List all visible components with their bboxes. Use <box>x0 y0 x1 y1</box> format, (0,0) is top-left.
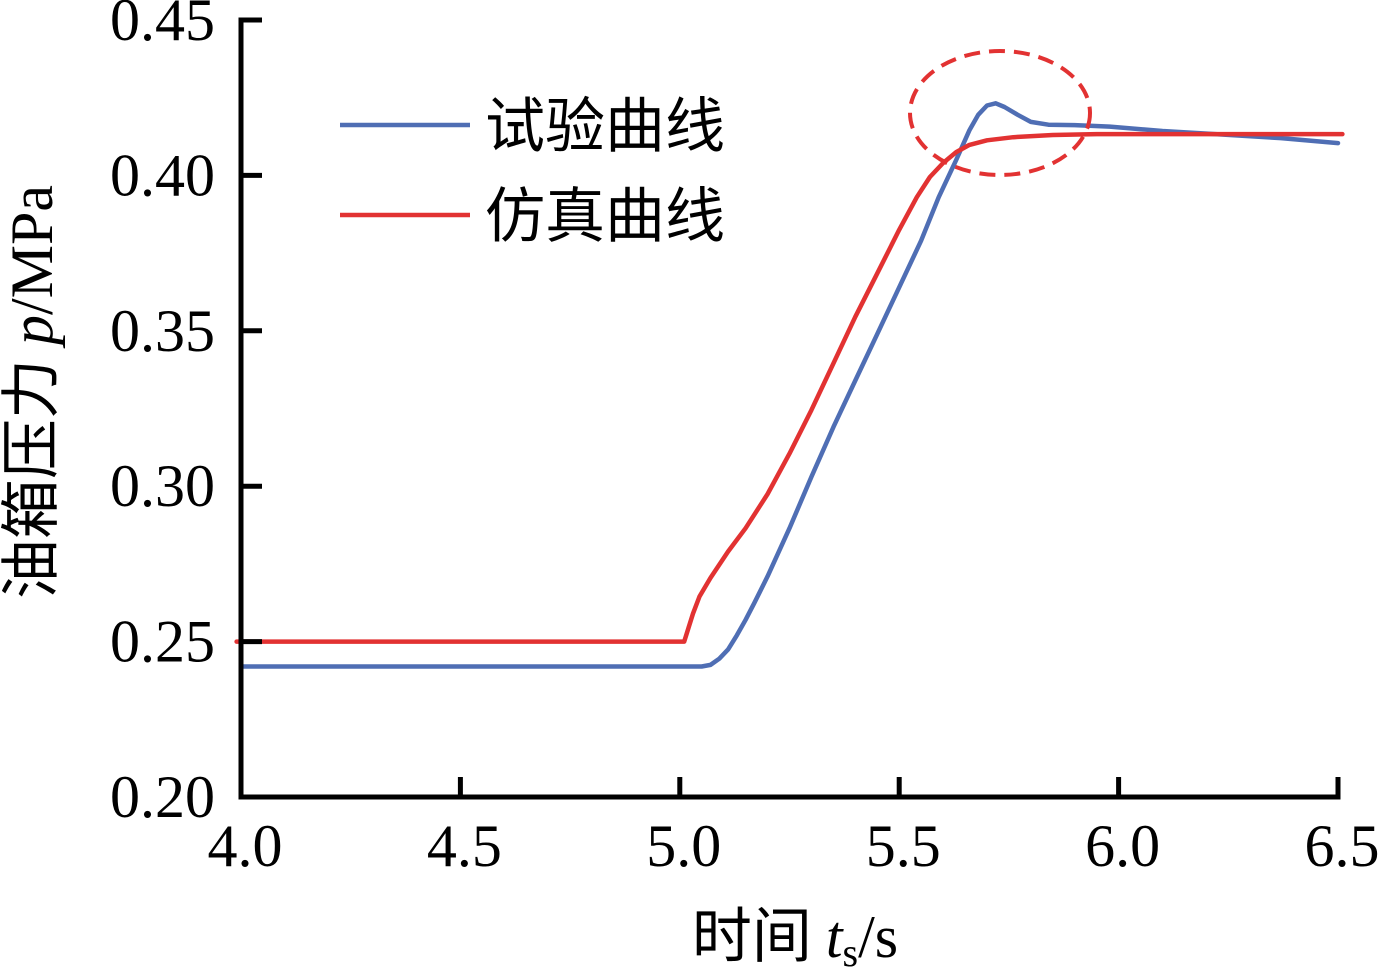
legend-label-test-curve: 试验曲线 <box>485 94 725 160</box>
y-tick-label: 0.35 <box>110 298 215 364</box>
y-tick-label: 0.40 <box>110 142 215 208</box>
x-tick-label: 6.0 <box>1085 813 1160 879</box>
legend-item-simulation-curve: 仿真曲线 <box>340 184 725 250</box>
x-tick-label: 5.0 <box>646 813 721 879</box>
x-axis-label-symbol: t <box>826 904 844 970</box>
x-axis-label-unit: /s <box>858 904 898 970</box>
y-tick-label: 0.25 <box>110 609 215 675</box>
legend-item-test-curve: 试验曲线 <box>340 94 725 160</box>
tick-marks <box>238 17 1341 800</box>
y-axis-label-text: 油箱压力 <box>0 359 65 599</box>
x-axis-label-text: 时间 <box>692 904 812 970</box>
simulation-curve-line <box>234 131 1345 644</box>
y-axis-label-symbol: p <box>0 315 65 349</box>
highlight-dashed-ellipse <box>908 49 1092 177</box>
x-axis-label-subscript: s <box>843 930 859 973</box>
axes <box>238 17 1341 800</box>
x-tick-label: 4.5 <box>427 813 502 879</box>
plot-area <box>234 101 1345 669</box>
y-tick-label: 0.30 <box>110 453 215 519</box>
x-tick-label: 6.5 <box>1305 813 1380 879</box>
x-tick-label: 5.5 <box>866 813 941 879</box>
x-tick-label: 4.0 <box>208 813 283 879</box>
y-axis-label-unit: /MPa <box>0 185 65 315</box>
tick-labels: 0.20 0.25 0.30 0.35 0.40 0.45 4.0 4.5 5.0 5.5 6.0 6… <box>110 0 1380 879</box>
legend-label-simulation-curve: 仿真曲线 <box>485 184 725 250</box>
y-axis-label: 油箱压力 p/MPa <box>0 185 65 599</box>
legend: 试验曲线 仿真曲线 <box>340 94 725 250</box>
y-tick-label: 0.20 <box>110 764 215 830</box>
y-tick-label: 0.45 <box>110 0 215 53</box>
x-axis-label: 时间 ts/s <box>692 904 898 973</box>
test-curve-line <box>238 101 1341 669</box>
